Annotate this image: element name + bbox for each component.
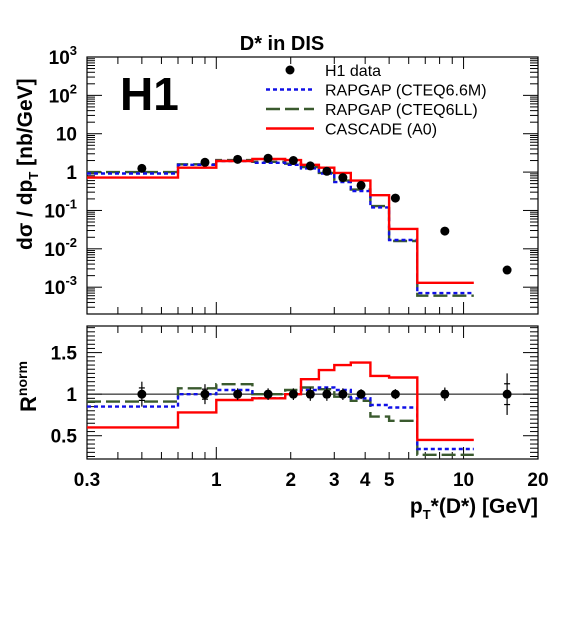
upper-y-tick-label-base: 10 bbox=[56, 125, 77, 146]
ratio-data-point bbox=[233, 389, 243, 399]
ratio-line-rapgap-cteq6-6m bbox=[87, 386, 474, 451]
x-tick-label: 3 bbox=[329, 470, 340, 491]
lower-y-axis-label: Rnorm bbox=[14, 361, 41, 412]
data-point bbox=[502, 265, 512, 275]
upper-series-group bbox=[87, 153, 512, 297]
upper-y-tick-label: 102 bbox=[49, 81, 77, 107]
legend-label-rapgap-cteq6-6m: RAPGAP (CTEQ6.6M) bbox=[325, 83, 487, 100]
x-tick-label: 20 bbox=[527, 470, 548, 491]
upper-y-axis-label-main: dσ / dp bbox=[14, 180, 37, 250]
ratio-line-cascade-a0 bbox=[87, 361, 474, 442]
ratio-data-point bbox=[305, 389, 315, 399]
upper-panel-frame bbox=[86, 56, 539, 315]
x-axis-label-main: p bbox=[410, 495, 423, 518]
lower-y-axis-label-sup: norm bbox=[14, 361, 30, 396]
lower-y-tick-label: 1.5 bbox=[51, 344, 78, 365]
data-point bbox=[322, 166, 332, 176]
upper-y-tick-label: 10-3 bbox=[44, 273, 77, 299]
upper-y-tick-label-exp: 2 bbox=[70, 81, 77, 96]
data-point bbox=[356, 180, 366, 190]
x-tick-labels: 0.3 1 2 3 4 5 10 20 bbox=[74, 470, 549, 491]
upper-y-tick-label: 103 bbox=[49, 43, 77, 69]
x-tick-label: 10 bbox=[453, 470, 474, 491]
upper-y-tick-label-exp: -2 bbox=[65, 235, 77, 250]
data-point bbox=[200, 157, 210, 167]
upper-y-tick-label-base: 10 bbox=[44, 240, 65, 261]
upper-y-tick-label: 1 bbox=[66, 163, 77, 184]
legend-label-rapgap-cteq6ll: RAPGAP (CTEQ6LL) bbox=[325, 102, 478, 119]
x-axis-label-sub: T bbox=[423, 507, 431, 522]
chart-title: D* in DIS bbox=[240, 33, 324, 55]
upper-y-tick-label: 10-2 bbox=[44, 235, 77, 261]
data-point bbox=[390, 193, 400, 203]
upper-y-tick-label-exp: 3 bbox=[70, 43, 77, 58]
upper-y-tick-label-base: 10 bbox=[49, 86, 70, 107]
data-point bbox=[288, 156, 298, 166]
x-tick-label: 4 bbox=[360, 470, 371, 491]
ratio-data-point bbox=[288, 389, 298, 399]
x-tick-label: 2 bbox=[285, 470, 296, 491]
experiment-label: H1 bbox=[120, 68, 179, 120]
ratio-data-point bbox=[338, 389, 348, 399]
upper-y-ticks bbox=[87, 56, 538, 315]
ratio-data-point bbox=[322, 389, 332, 399]
ratio-data-point bbox=[390, 389, 400, 399]
data-point bbox=[233, 154, 243, 164]
upper-y-axis-label-sub: T bbox=[26, 172, 41, 180]
lower-y-tick-label: 0.5 bbox=[51, 427, 78, 448]
x-axis-label-rest: *(D*) [GeV] bbox=[431, 495, 538, 518]
legend-marker-h1-data bbox=[285, 65, 295, 75]
ratio-data-point bbox=[440, 389, 450, 399]
lower-panel-frame bbox=[86, 325, 539, 460]
series-line-cascade-a0 bbox=[87, 157, 474, 284]
upper-y-tick-label-base: 10 bbox=[49, 48, 70, 69]
ratio-data-point bbox=[263, 389, 273, 399]
ratio-data-point bbox=[200, 389, 210, 399]
series-line-rapgap-cteq6-6m bbox=[87, 159, 474, 295]
data-point bbox=[305, 161, 315, 171]
data-point bbox=[263, 153, 273, 163]
data-point bbox=[137, 163, 147, 173]
x-axis-label: pT*(D*) [GeV] bbox=[410, 495, 538, 522]
x-ticks bbox=[86, 57, 539, 459]
upper-y-tick-label-exp: -1 bbox=[65, 196, 77, 211]
ratio-data-point bbox=[137, 389, 147, 399]
legend-label-h1-data: H1 data bbox=[325, 63, 381, 80]
x-tick-label: 0.3 bbox=[74, 470, 100, 491]
ratio-data-point bbox=[502, 389, 512, 399]
upper-y-tick-label-exp: -3 bbox=[65, 273, 77, 288]
upper-y-tick-label-base: 1 bbox=[66, 163, 77, 184]
data-point bbox=[338, 173, 348, 183]
upper-y-tick-label: 10-1 bbox=[44, 196, 77, 222]
upper-y-tick-label-base: 10 bbox=[44, 201, 65, 222]
lower-series-group bbox=[87, 361, 512, 456]
lower-y-axis-label-main: R bbox=[16, 396, 41, 412]
data-point bbox=[440, 226, 450, 236]
ratio-data-point bbox=[356, 389, 366, 399]
legend-label-cascade-a0: CASCADE (A0) bbox=[325, 122, 437, 139]
lower-y-tick-labels: 1.5 1 0.5 bbox=[51, 344, 78, 448]
upper-y-tick-label: 10 bbox=[56, 125, 77, 146]
legend: H1 data RAPGAP (CTEQ6.6M) RAPGAP (CTEQ6LL)… bbox=[266, 63, 487, 139]
upper-y-axis-label-unit: [nb/GeV] bbox=[14, 78, 37, 171]
x-tick-label: 5 bbox=[384, 470, 395, 491]
lower-y-tick-label: 1 bbox=[66, 385, 77, 406]
upper-y-tick-label-base: 10 bbox=[44, 278, 65, 299]
upper-y-axis-label: dσ / dpT [nb/GeV] bbox=[14, 78, 41, 250]
x-tick-label: 1 bbox=[211, 470, 222, 491]
